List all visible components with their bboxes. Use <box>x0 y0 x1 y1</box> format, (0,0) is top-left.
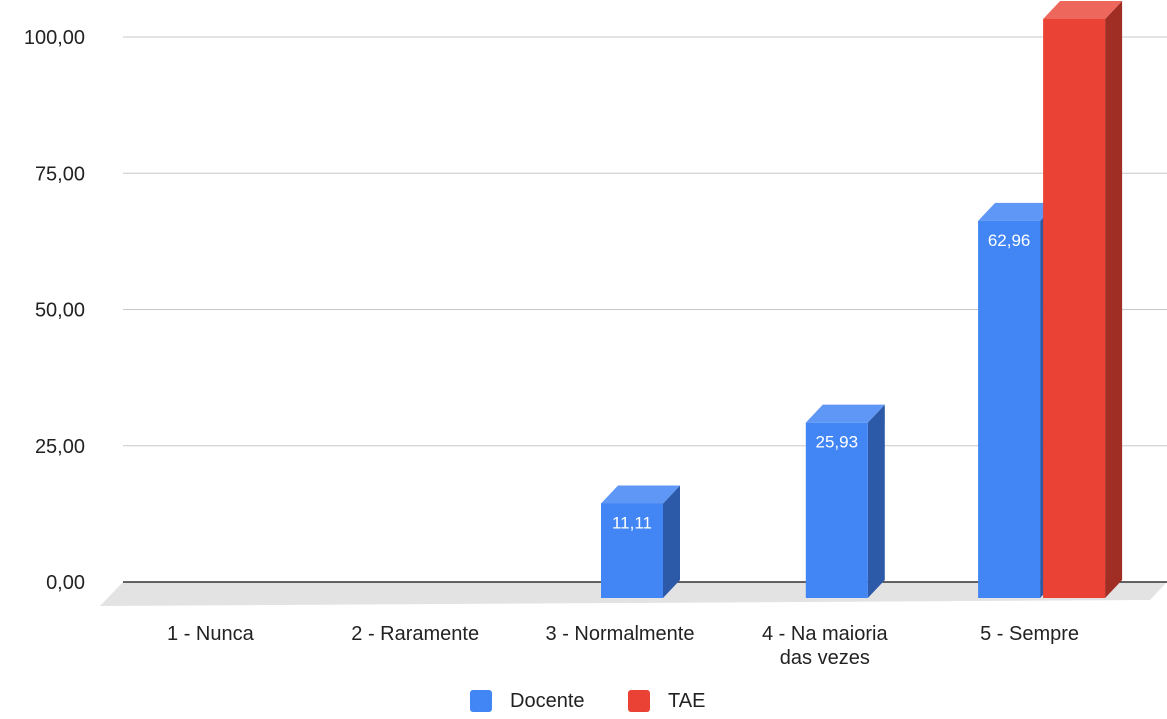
bar-side <box>867 404 885 598</box>
bar-docente <box>601 485 680 598</box>
bar-top <box>978 202 1058 221</box>
x-tick-label: 1 - Nunca <box>167 623 255 645</box>
legend-item-docente: Docente <box>470 690 585 712</box>
data-label: 11,11 <box>612 513 652 532</box>
y-tick-label: 50,00 <box>35 300 85 322</box>
legend-label: Docente <box>510 690 585 712</box>
legend-swatch <box>628 690 650 712</box>
y-tick-label: 0,00 <box>46 572 85 594</box>
bar-front <box>978 220 1041 599</box>
x-tick-label: 2 - Raramente <box>351 623 479 645</box>
bar-top <box>601 485 680 504</box>
bar-side <box>1105 1 1123 598</box>
data-label: 62,96 <box>988 231 1031 250</box>
bar-front <box>601 503 663 598</box>
y-tick-label: 75,00 <box>35 163 85 185</box>
bar-top <box>805 404 885 423</box>
bar-side <box>663 485 680 598</box>
y-tick-label: 100,00 <box>24 27 85 49</box>
y-tick-label: 25,00 <box>35 436 85 458</box>
legend-swatch <box>470 690 492 712</box>
bar-tae <box>1043 1 1123 598</box>
bar-top <box>1043 1 1123 19</box>
bar-front <box>805 422 868 598</box>
x-tick-label: 5 - Sempre <box>980 623 1079 645</box>
legend-item-tae: TAE <box>628 690 705 712</box>
x-tick-label: 3 - Normalmente <box>546 623 695 645</box>
legend-label: TAE <box>668 690 705 712</box>
bar-docente <box>805 404 885 598</box>
data-label: 25,93 <box>816 433 859 452</box>
bar-front <box>1043 19 1106 598</box>
x-tick-label: 4 - Na maioria das vezes <box>762 623 888 669</box>
